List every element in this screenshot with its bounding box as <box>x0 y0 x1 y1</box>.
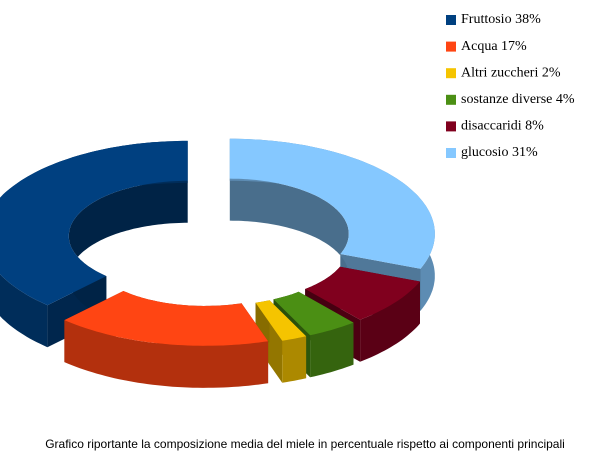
legend-label: sostanze diverse 4% <box>461 92 575 107</box>
slice-inner-wall <box>68 180 188 319</box>
legend-label: glucosio 31% <box>461 145 538 160</box>
legend-label: Fruttosio 38% <box>461 12 541 27</box>
doughnut-slice <box>0 140 188 348</box>
legend-label: disaccaridi 8% <box>461 119 544 134</box>
slice-top <box>64 291 269 346</box>
chart-caption: Grafico riportante la composizione media… <box>45 437 565 451</box>
slice-top <box>273 291 354 336</box>
slice-outer-wall <box>64 320 269 388</box>
slice-outer-wall <box>282 336 307 383</box>
legend-swatch <box>446 41 456 52</box>
slice-outer-wall <box>310 322 354 378</box>
slice-top <box>305 266 420 320</box>
legend-swatch <box>446 15 456 25</box>
legend-swatch <box>446 148 456 158</box>
slice-inner-wall <box>229 178 349 296</box>
slice-top <box>229 138 435 269</box>
legend-swatch <box>446 94 456 105</box>
slice-top <box>255 300 307 341</box>
doughnut-slice <box>255 300 307 383</box>
legend-label: Acqua 17% <box>461 39 527 54</box>
legend-swatch <box>446 121 456 132</box>
legend-label: Altri zuccheri 2% <box>461 65 561 80</box>
legend-swatch <box>446 68 456 79</box>
slice-top <box>0 140 188 306</box>
slice-outer-wall <box>360 281 420 362</box>
doughnut-slice <box>64 291 269 388</box>
